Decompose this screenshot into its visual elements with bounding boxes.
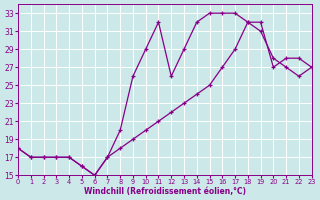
X-axis label: Windchill (Refroidissement éolien,°C): Windchill (Refroidissement éolien,°C)	[84, 187, 246, 196]
